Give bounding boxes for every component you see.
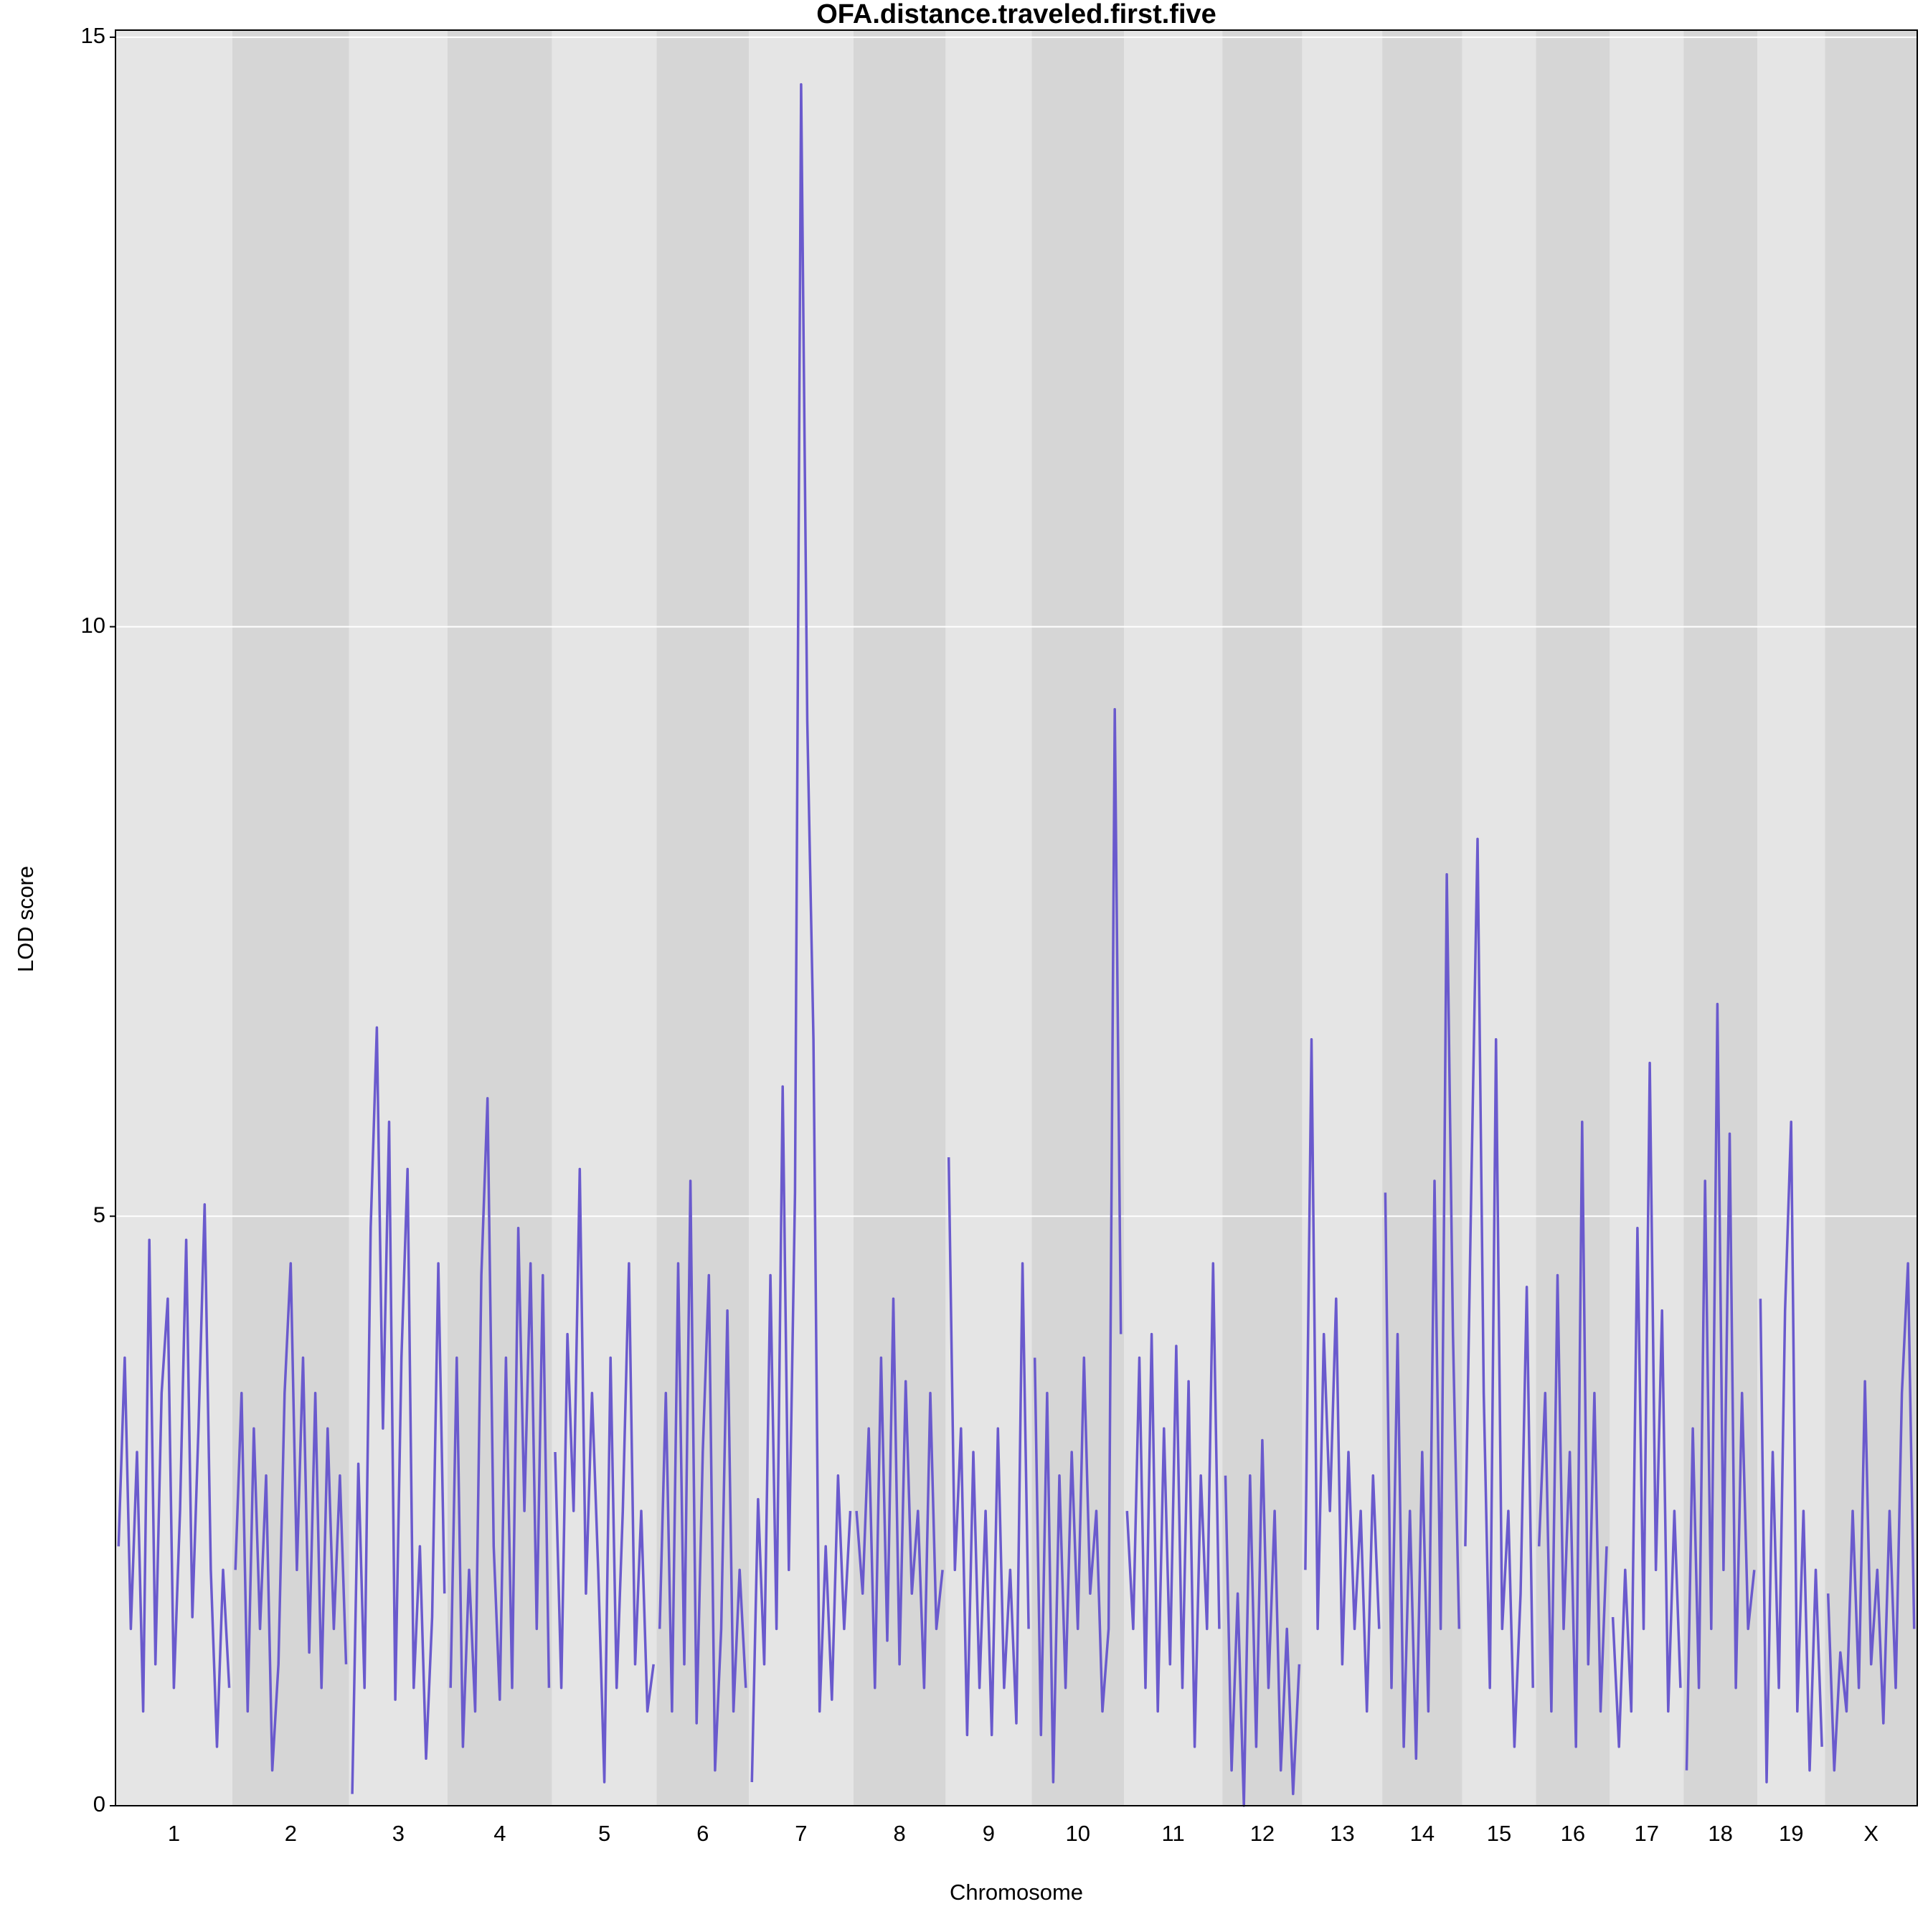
x-tick-label: 6 <box>696 1821 709 1846</box>
x-tick-label: 16 <box>1561 1821 1585 1846</box>
chromosome-band <box>1757 30 1825 1806</box>
lod-line <box>1224 1438 1301 1807</box>
x-tick-label: 4 <box>493 1821 506 1846</box>
lod-line <box>234 1262 348 1772</box>
x-tick-label: 10 <box>1065 1821 1090 1846</box>
lod-line <box>750 83 852 1783</box>
lod-line <box>1464 837 1534 1748</box>
x-tick-label: 13 <box>1330 1821 1354 1846</box>
chromosome-band <box>1825 30 1917 1806</box>
lod-line <box>1826 1262 1916 1772</box>
x-tick-label: 7 <box>795 1821 807 1846</box>
x-tick-label: X <box>1863 1821 1879 1846</box>
x-tick-label: 12 <box>1250 1821 1275 1846</box>
x-tick-label: 1 <box>168 1821 180 1846</box>
lod-line <box>554 1167 655 1783</box>
x-tick-label: 8 <box>893 1821 905 1846</box>
lod-line <box>449 1097 551 1748</box>
chromosome-band <box>552 30 657 1806</box>
x-tick-label: 11 <box>1162 1821 1185 1846</box>
x-tick-label: 17 <box>1635 1821 1659 1846</box>
y-tick-label: 15 <box>81 23 105 48</box>
lod-line <box>117 1203 231 1748</box>
x-tick-label: 5 <box>598 1821 610 1846</box>
lod-line <box>1304 1038 1381 1713</box>
x-tick-label: 9 <box>983 1821 995 1846</box>
x-tick-label: 15 <box>1487 1821 1511 1846</box>
chromosome-band <box>1222 30 1303 1806</box>
lod-line <box>658 1179 747 1772</box>
chart-title: OFA.distance.traveled.first.five <box>816 0 1216 29</box>
y-tick-label: 5 <box>93 1202 105 1227</box>
chromosome-band <box>656 30 750 1806</box>
lod-line <box>1759 1121 1823 1783</box>
x-axis-label: Chromosome <box>950 1880 1083 1905</box>
y-axis-label: LOD score <box>13 866 38 972</box>
chromosome-band <box>1610 30 1684 1806</box>
chromosome-band <box>1462 30 1536 1806</box>
x-tick-label: 19 <box>1779 1821 1803 1846</box>
chromosome-band <box>853 30 946 1806</box>
lod-line <box>1611 1061 1682 1748</box>
y-tick-label: 0 <box>93 1791 105 1816</box>
lod-line <box>351 1026 446 1794</box>
lod-line <box>1685 1002 1756 1771</box>
x-tick-label: 3 <box>392 1821 405 1846</box>
chromosome-band <box>945 30 1032 1806</box>
lod-line <box>1125 1262 1221 1748</box>
x-tick-label: 18 <box>1708 1821 1732 1846</box>
x-tick-label: 2 <box>285 1821 297 1846</box>
lod-line <box>1537 1121 1608 1748</box>
x-tick-label: 14 <box>1410 1821 1435 1846</box>
y-tick-label: 10 <box>81 613 105 638</box>
lod-line <box>1384 872 1461 1761</box>
plot-border <box>115 29 1918 1806</box>
lod-line <box>855 1297 944 1690</box>
lod-line <box>1033 707 1123 1783</box>
lod-line <box>947 1157 1030 1737</box>
